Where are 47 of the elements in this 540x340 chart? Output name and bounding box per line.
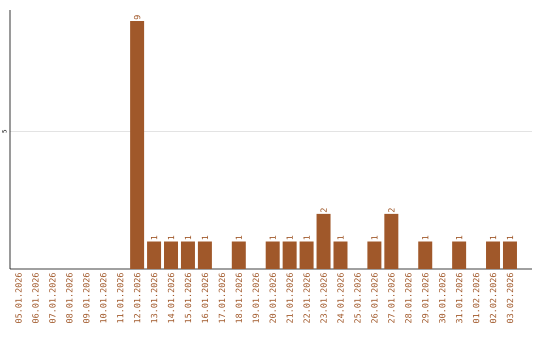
data-label: 1 [422,236,428,240]
x-tick-label: 29.01.2026 [422,273,428,323]
x-tick-label: 21.01.2026 [286,273,293,323]
x-tick-label: 12.01.2026 [134,273,140,322]
x-tick-label: 27.01.2026 [388,273,395,323]
x-tick-label: 31.01.2026 [456,273,462,323]
data-label: 1 [286,236,293,240]
x-tick-label: 22.01.2026 [303,273,310,323]
data-label: 2 [320,208,327,212]
x-tick-label: 23.01.2026 [320,273,327,323]
x-tick-label: 20.01.2026 [270,273,276,323]
x-tick-label: 15.01.2026 [184,273,192,322]
data-label: 1 [150,236,158,240]
x-tick-label: 11.01.2026 [116,273,124,322]
x-tick-label: 19.01.2026 [252,273,259,322]
data-label: 1 [202,236,208,240]
data-label: 1 [184,236,192,240]
data-label: 1 [168,236,174,240]
x-tick-label: 07.01.2026 [49,273,56,323]
x-tick-label: 05.01.2026 [15,273,22,323]
x-tick-label: 30.01.2026 [438,273,446,323]
data-label: 2 [388,208,394,212]
x-tick-label: 24.01.2026 [337,273,344,323]
x-tick-label: 13.01.2026 [150,273,158,322]
x-tick-label: 08.01.2026 [66,273,73,323]
data-label: 1 [490,236,496,240]
x-tick-label: 25.01.2026 [354,273,361,323]
x-tick-label: 28.01.2026 [405,273,412,323]
x-tick-label: 03.02.2026 [506,273,514,323]
x-tick-label: 06.01.2026 [32,273,39,323]
x-tick-label: 01.02.2026 [472,273,480,323]
x-tick-label: 17.01.2026 [218,273,226,322]
data-label: 1 [506,236,514,240]
x-tick-label: 26.01.2026 [371,273,378,323]
data-label: 9 [134,15,140,20]
data-label: 1 [270,236,276,240]
x-tick-label: 10.01.2026 [100,273,106,322]
x-tick-label: 14.01.2026 [168,273,174,322]
data-label: 1 [371,236,378,240]
x-tick-label: 02.02.2026 [490,273,496,323]
data-label: 1 [337,236,344,240]
data-label: 1 [304,236,310,240]
x-tick-label: 16.01.2026 [202,273,208,322]
x-tick-label: 09.01.2026 [83,273,90,323]
data-label: 1 [236,236,242,240]
x-tick-label: 18.01.2026 [236,273,242,322]
data-label: 1 [456,236,462,240]
